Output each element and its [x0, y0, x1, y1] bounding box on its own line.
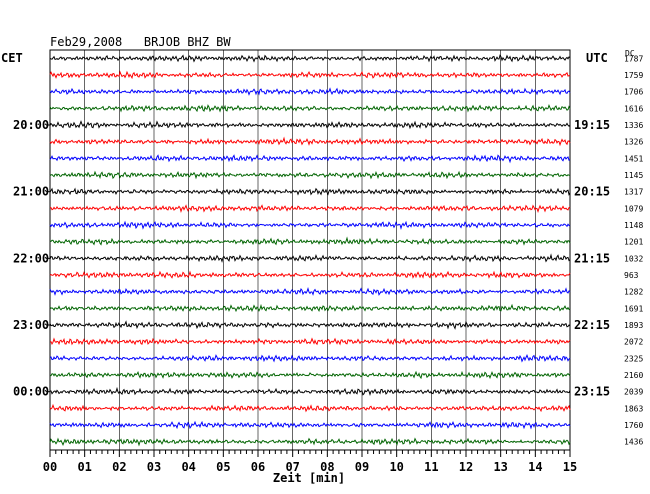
dc-value-label: 2072	[624, 338, 643, 347]
dc-value-label: 1451	[624, 154, 643, 163]
utc-time-label: 22:15	[574, 318, 610, 332]
x-tick-label: 03	[147, 460, 161, 474]
dc-value-label: 1787	[624, 54, 643, 63]
x-tick-label: 04	[181, 460, 195, 474]
seismic-trace	[49, 136, 571, 147]
left-axis-label: CET	[1, 51, 23, 65]
x-tick-label: 10	[389, 460, 403, 474]
x-tick-label: 15	[563, 460, 577, 474]
dc-value-label: 2160	[624, 371, 643, 380]
seismic-trace	[49, 403, 571, 413]
dc-value-label: 1282	[624, 288, 643, 297]
x-tick-label: 11	[424, 460, 438, 474]
dc-value-label: 2039	[624, 388, 643, 397]
dc-value-label: 1616	[624, 104, 643, 113]
cet-time-label: 00:00	[13, 385, 49, 399]
x-tick-label: 09	[355, 460, 369, 474]
cet-time-label: 22:00	[13, 251, 49, 265]
dc-value-label: 1201	[624, 238, 643, 247]
cet-time-label: 21:00	[13, 185, 49, 199]
x-tick-label: 12	[459, 460, 473, 474]
x-tick-label: 01	[77, 460, 91, 474]
dc-value-label: 1893	[624, 321, 643, 330]
trace-lines	[49, 54, 571, 447]
seismic-trace	[49, 370, 571, 380]
seismic-trace	[49, 220, 571, 230]
seismic-trace	[49, 386, 571, 397]
utc-time-label: 23:15	[574, 385, 610, 399]
dc-value-label: 2325	[624, 354, 643, 363]
seismic-trace	[49, 104, 571, 113]
x-tick-label: 00	[43, 460, 57, 474]
dc-value-label: 1326	[624, 138, 643, 147]
seismic-trace	[49, 437, 571, 447]
row-labels: 00 01 02 03 04 05 06 07 08 09 10 11 12 13 14 15 1787 1759…	[13, 54, 643, 474]
x-tick-label: 07	[285, 460, 299, 474]
seismic-trace	[49, 236, 571, 246]
dc-value-label: 1759	[624, 71, 643, 80]
seismic-trace	[49, 154, 571, 164]
chart-title: Feb29,2008 BRJOB BHZ BW	[50, 35, 231, 49]
seismic-trace	[49, 303, 571, 313]
seismic-trace	[49, 270, 571, 279]
seismic-trace	[49, 70, 571, 80]
utc-time-label: 19:15	[574, 118, 610, 132]
x-tick-label: 13	[493, 460, 507, 474]
right-axis-label: UTC	[586, 51, 608, 65]
seismic-trace	[49, 120, 571, 130]
dc-value-label: 1145	[624, 171, 643, 180]
utc-time-label: 20:15	[574, 185, 610, 199]
x-tick-label: 02	[112, 460, 126, 474]
dc-value-label: 1691	[624, 304, 643, 313]
dc-value-label: 1032	[624, 254, 643, 263]
x-axis-label: Zeit [min]	[273, 471, 345, 485]
dc-value-label: 1317	[624, 188, 643, 197]
seismic-trace	[49, 87, 571, 96]
seismic-trace	[49, 253, 571, 263]
dc-value-label: 1863	[624, 404, 643, 413]
x-tick-label: 08	[320, 460, 334, 474]
dc-value-label: 1079	[624, 204, 643, 213]
dc-value-label: 1148	[624, 221, 643, 230]
seismic-trace	[49, 204, 571, 213]
x-tick-label: 14	[528, 460, 542, 474]
cet-time-label: 23:00	[13, 318, 49, 332]
dc-value-label: 1760	[624, 421, 643, 430]
grid	[84, 50, 536, 450]
seismic-trace	[49, 170, 570, 180]
dc-header-label: DC	[625, 49, 635, 58]
seismic-trace	[49, 420, 571, 430]
seismic-trace	[49, 54, 571, 63]
utc-time-label: 21:15	[574, 251, 610, 265]
x-tick-label: 06	[251, 460, 265, 474]
dc-value-label: 963	[624, 271, 639, 280]
x-axis-ticks	[46, 124, 571, 457]
dc-value-label: 1336	[624, 121, 643, 130]
seismic-trace	[49, 354, 571, 363]
seismic-trace	[49, 187, 571, 196]
seismic-trace	[49, 320, 571, 330]
seismic-trace	[50, 337, 571, 346]
seismic-trace	[49, 286, 571, 296]
dc-value-label: 1706	[624, 88, 643, 97]
x-tick-label: 05	[216, 460, 230, 474]
dc-value-label: 1436	[624, 438, 643, 447]
cet-time-label: 20:00	[13, 118, 49, 132]
